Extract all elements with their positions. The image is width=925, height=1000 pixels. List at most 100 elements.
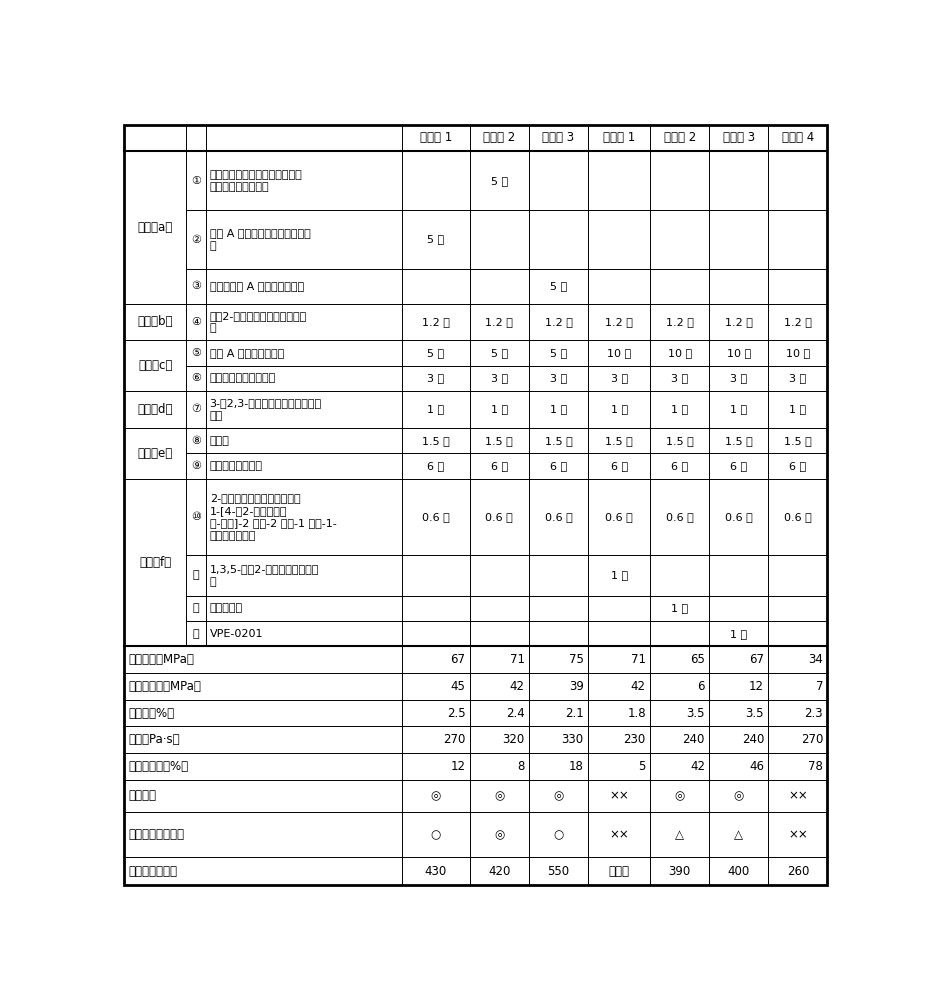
Bar xyxy=(124,304,186,340)
Text: ⑦: ⑦ xyxy=(191,404,202,414)
Bar xyxy=(124,646,401,673)
Text: 5 份: 5 份 xyxy=(427,348,444,358)
Bar xyxy=(709,726,769,753)
Bar xyxy=(588,340,650,366)
Bar xyxy=(529,125,588,151)
Bar xyxy=(709,366,769,391)
Text: 6 份: 6 份 xyxy=(730,461,747,471)
Text: 粘度（Pa·s）: 粘度（Pa·s） xyxy=(129,733,180,746)
Text: 42: 42 xyxy=(631,680,646,693)
Text: ××: ×× xyxy=(788,828,808,841)
Bar xyxy=(401,269,470,304)
Bar xyxy=(124,125,186,151)
Text: 比较例 4: 比较例 4 xyxy=(782,131,814,144)
Bar xyxy=(529,555,588,596)
Bar xyxy=(650,673,709,700)
Text: 间苯二酚二缩水甘油醚: 间苯二酚二缩水甘油醚 xyxy=(210,373,276,383)
Text: 6: 6 xyxy=(697,680,705,693)
Text: 间苯二酚二缩水甘油醚的环氧丙
烯酸酯的酸酐加成物: 间苯二酚二缩水甘油醚的环氧丙 烯酸酯的酸酐加成物 xyxy=(210,170,302,192)
Bar xyxy=(470,596,529,621)
Bar xyxy=(124,726,401,753)
Bar xyxy=(588,700,650,726)
Text: 3 份: 3 份 xyxy=(672,373,688,383)
Text: 1.5 份: 1.5 份 xyxy=(486,436,513,446)
Bar xyxy=(588,596,650,621)
Text: ⑫: ⑫ xyxy=(193,603,200,613)
Bar xyxy=(206,391,401,428)
Bar xyxy=(769,340,828,366)
Text: 240: 240 xyxy=(742,733,764,746)
Text: 0.6 份: 0.6 份 xyxy=(605,512,633,522)
Bar xyxy=(529,453,588,479)
Text: 10 份: 10 份 xyxy=(727,348,751,358)
Text: 12: 12 xyxy=(749,680,764,693)
Text: 1.2 份: 1.2 份 xyxy=(422,317,450,327)
Bar xyxy=(401,555,470,596)
Text: ⑨: ⑨ xyxy=(191,461,202,471)
Bar xyxy=(186,391,206,428)
Text: ○: ○ xyxy=(553,828,563,841)
Bar xyxy=(769,269,828,304)
Text: 39: 39 xyxy=(569,680,584,693)
Bar xyxy=(709,812,769,857)
Text: ⑩: ⑩ xyxy=(191,512,202,522)
Text: 0.6 份: 0.6 份 xyxy=(486,512,513,522)
Bar xyxy=(401,700,470,726)
Text: 420: 420 xyxy=(488,865,511,878)
Text: 氧化铝: 氧化铝 xyxy=(210,436,229,446)
Text: 1.5 份: 1.5 份 xyxy=(725,436,753,446)
Bar xyxy=(470,673,529,700)
Text: 0.6 份: 0.6 份 xyxy=(784,512,812,522)
Text: 3 份: 3 份 xyxy=(549,373,567,383)
Text: 0.6 份: 0.6 份 xyxy=(666,512,694,522)
Text: △: △ xyxy=(734,828,744,841)
Text: ○: ○ xyxy=(430,828,441,841)
Text: 5 份: 5 份 xyxy=(427,235,444,245)
Text: 390: 390 xyxy=(669,865,691,878)
Bar xyxy=(470,857,529,885)
Bar xyxy=(709,621,769,646)
Bar xyxy=(124,428,186,479)
Bar xyxy=(206,621,401,646)
Bar xyxy=(529,753,588,780)
Text: 1 份: 1 份 xyxy=(610,404,628,414)
Text: 密封形状: 密封形状 xyxy=(129,789,156,802)
Bar xyxy=(769,753,828,780)
Bar xyxy=(650,479,709,555)
Text: 12: 12 xyxy=(450,760,465,773)
Bar xyxy=(401,621,470,646)
Bar xyxy=(588,151,650,210)
Text: 270: 270 xyxy=(443,733,465,746)
Text: 6 份: 6 份 xyxy=(789,461,807,471)
Bar xyxy=(650,269,709,304)
Text: 5 份: 5 份 xyxy=(491,176,508,186)
Bar xyxy=(650,151,709,210)
Bar xyxy=(401,812,470,857)
Text: 1.5 份: 1.5 份 xyxy=(605,436,633,446)
Bar xyxy=(769,700,828,726)
Bar xyxy=(470,780,529,812)
Text: 成分（e）: 成分（e） xyxy=(138,447,173,460)
Bar xyxy=(769,366,828,391)
Text: 三（2-胼基羰基乙基）异氰脲酸
酯: 三（2-胼基羰基乙基）异氰脲酸 酯 xyxy=(210,311,307,333)
Bar xyxy=(769,857,828,885)
Bar xyxy=(470,479,529,555)
Text: 1 份: 1 份 xyxy=(672,603,688,613)
Bar xyxy=(529,391,588,428)
Bar xyxy=(186,555,206,596)
Text: 3.5: 3.5 xyxy=(686,707,705,720)
Bar xyxy=(650,304,709,340)
Bar xyxy=(588,391,650,428)
Bar xyxy=(529,340,588,366)
Bar xyxy=(709,269,769,304)
Text: 成分（f）: 成分（f） xyxy=(140,556,171,569)
Bar xyxy=(124,340,186,391)
Bar xyxy=(529,151,588,210)
Bar xyxy=(401,646,470,673)
Text: 67: 67 xyxy=(749,653,764,666)
Bar xyxy=(588,621,650,646)
Text: 2.5: 2.5 xyxy=(447,707,465,720)
Bar xyxy=(401,210,470,269)
Text: 1,3,5-三（2-羧乙基）异氰脲酸
酯: 1,3,5-三（2-羧乙基）异氰脲酸 酯 xyxy=(210,564,319,587)
Text: 吸湿率（%）: 吸湿率（%） xyxy=(129,707,175,720)
